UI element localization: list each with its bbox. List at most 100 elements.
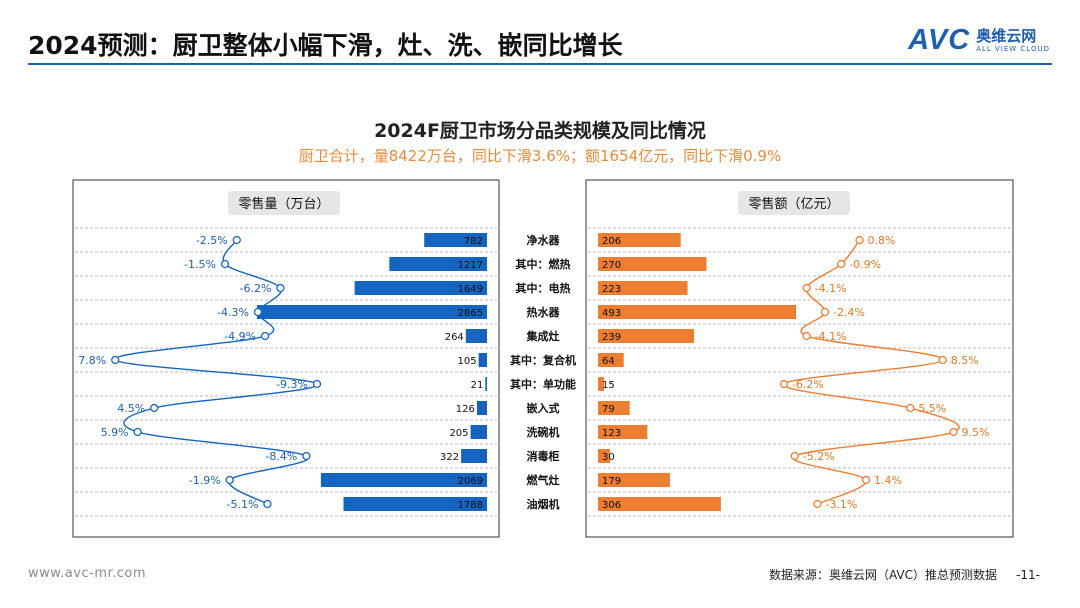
amount-yoy-label: -0.9% [849, 258, 881, 271]
volume-value-label: 205 [449, 428, 468, 439]
amount-value-label: 306 [602, 500, 621, 511]
amount-yoy-label: 1.4% [874, 474, 902, 487]
amount-value-label: 270 [602, 260, 621, 271]
category-label: 油烟机 [527, 497, 560, 511]
amount-yoy-label: -4.1% [815, 330, 847, 343]
amount-value-label: 15 [602, 380, 615, 391]
volume-bar [465, 329, 487, 343]
source-text: 数据来源：奥维云网（AVC）推总预测数据 [768, 568, 997, 582]
volume-yoy-point [312, 379, 322, 389]
volume-value-label: 1217 [458, 260, 483, 271]
volume-yoy-label: 5.9% [101, 426, 129, 439]
volume-bar [257, 305, 487, 319]
footer-source: 数据来源：奥维云网（AVC）推总预测数据 -11- [769, 566, 1040, 583]
amount-value-label: 223 [602, 284, 621, 295]
volume-value-label: 21 [471, 380, 484, 391]
amount-yoy-label: 8.5% [951, 354, 979, 367]
page-title: 2024预测：厨卫整体小幅下滑，灶、洗、嵌同比增长 [28, 31, 623, 60]
volume-bar [478, 353, 487, 367]
logo-cn: 奥维云网 [976, 26, 1037, 45]
amount-yoy-label: -3.1% [825, 498, 857, 511]
volume-bar [389, 257, 487, 271]
category-label: 集成灶 [526, 329, 560, 343]
amount-yoy-label: -6.2% [792, 378, 824, 391]
volume-header-label: 零售量（万台） [238, 196, 329, 212]
volume-value-label: 264 [445, 332, 464, 343]
volume-yoy-point [225, 475, 234, 485]
volume-yoy-label: -6.2% [239, 282, 271, 295]
volume-value-label: 2069 [458, 476, 483, 487]
category-label: 其中：燃热 [516, 257, 571, 271]
amount-yoy-point [802, 283, 811, 293]
amount-header-label: 零售额（亿元） [748, 196, 839, 212]
page-number: -11- [1016, 568, 1040, 582]
avc-logo: AVC 奥维云网 ALL VIEW CLOUD [908, 24, 1050, 57]
amount-bar [598, 497, 721, 511]
volume-header-pill [228, 191, 340, 215]
amount-yoy-point [861, 475, 871, 485]
volume-yoy-label: -2.5% [196, 234, 228, 247]
amount-value-label: 239 [602, 332, 621, 343]
volume-yoy-label: -1.9% [189, 474, 221, 487]
amount-yoy-point [790, 451, 799, 461]
amount-yoy-label: 9.5% [962, 426, 990, 439]
header-rule [28, 63, 1052, 65]
category-label: 净水器 [527, 233, 561, 247]
chart-subtitle: 厨卫合计，量8422万台，同比下滑3.6%；额1654亿元，同比下滑0.9% [298, 147, 782, 165]
volume-yoy-label: -8.4% [265, 450, 297, 463]
category-label: 其中：电热 [516, 281, 571, 295]
volume-yoy-point [232, 235, 241, 245]
amount-value-label: 493 [602, 308, 621, 319]
volume-bar [470, 425, 487, 439]
amount-bar [598, 233, 681, 247]
volume-value-label: 1649 [458, 284, 483, 295]
volume-yoy-point [263, 499, 272, 509]
volume-bar [343, 497, 487, 511]
amount-yoy-label: 5.5% [918, 402, 946, 415]
volume-value-label: 322 [440, 452, 459, 463]
amount-yoy-point [949, 427, 958, 437]
category-label: 其中：单功能 [510, 377, 576, 391]
volume-value-label: 782 [464, 236, 483, 247]
volume-bar [354, 281, 487, 295]
amount-header-pill [738, 191, 850, 215]
volume-yoy-point [150, 403, 159, 413]
amount-bar [598, 425, 648, 439]
volume-yoy-label: -1.5% [184, 258, 216, 271]
volume-yoy-point [111, 355, 120, 365]
amount-value-label: 30 [602, 452, 615, 463]
volume-yoy-point [276, 283, 285, 293]
volume-bar [320, 473, 487, 487]
category-label: 燃气灶 [526, 473, 560, 487]
amount-yoy-point [855, 235, 864, 245]
amount-yoy-point [779, 379, 789, 389]
amount-bar [598, 401, 630, 415]
category-label: 热水器 [527, 305, 561, 319]
volume-yoy-point [253, 307, 263, 317]
amount-yoy-label: -5.2% [803, 450, 835, 463]
volume-yoy-point [133, 427, 142, 437]
volume-bar [461, 449, 487, 463]
amount-yoy-label: -4.1% [815, 282, 847, 295]
volume-yoy-label: 4.5% [117, 402, 145, 415]
volume-bar [476, 401, 487, 415]
amount-bar [598, 281, 688, 295]
amount-bar [598, 257, 707, 271]
volume-yoy-label: -5.1% [227, 498, 259, 511]
volume-yoy-label: -9.3% [276, 378, 308, 391]
amount-yoy-point [906, 403, 915, 413]
amount-yoy-point [802, 331, 811, 341]
amount-value-label: 79 [602, 404, 615, 415]
amount-bar [598, 473, 670, 487]
amount-yoy-label: -2.4% [833, 306, 865, 319]
amount-yoy-point [820, 307, 830, 317]
volume-yoy-label: -4.3% [217, 306, 249, 319]
volume-value-label: 1788 [458, 500, 483, 511]
amount-value-label: 206 [602, 236, 621, 247]
amount-value-label: 64 [602, 356, 615, 367]
chart-title: 2024F厨卫市场分品类规模及同比情况 [374, 120, 706, 142]
category-label: 嵌入式 [527, 401, 560, 415]
category-label: 洗碗机 [527, 425, 560, 439]
footer-url[interactable]: www.avc-mr.com [28, 566, 147, 581]
volume-value-label: 126 [456, 404, 475, 415]
